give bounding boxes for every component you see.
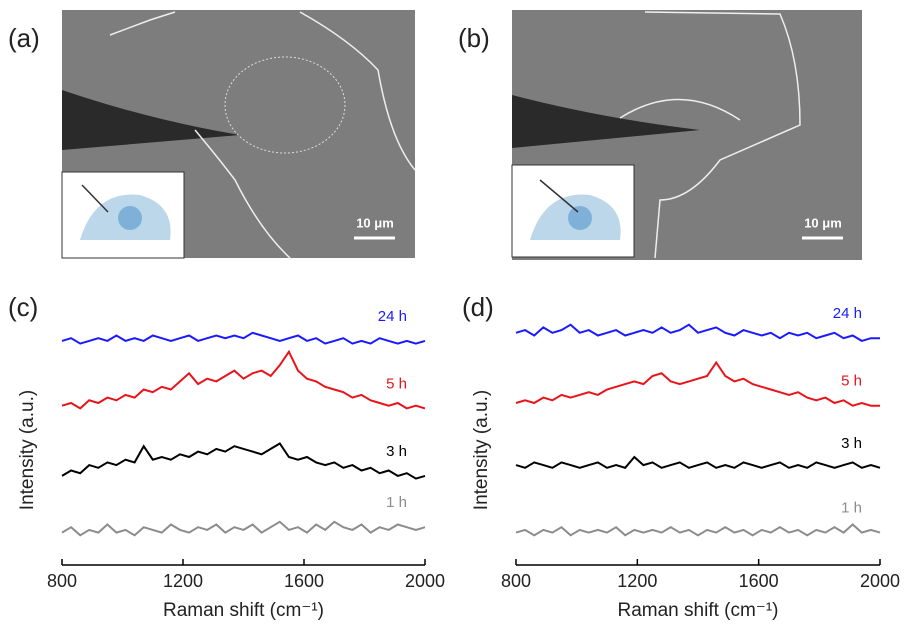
series-label: 1 h	[386, 494, 407, 511]
x-axis-label: Raman shift (cm⁻¹)	[163, 600, 324, 621]
x-tick-label: 2000	[405, 571, 445, 591]
y-axis-label: Intensity (a.u.)	[17, 390, 38, 510]
scale-bar-label: 10 μm	[804, 215, 842, 230]
micrograph-a: 10 μm	[61, 10, 416, 259]
y-axis-label: Intensity (a.u.)	[471, 390, 492, 510]
x-tick-label: 2000	[860, 571, 900, 591]
spectrum-line	[61, 349, 426, 410]
panel-label: (b)	[458, 23, 490, 53]
x-tick-label: 1600	[739, 571, 779, 591]
x-tick-label: 1200	[163, 571, 203, 591]
series-label: 5 h	[841, 373, 862, 390]
x-tick-label: 800	[501, 571, 531, 591]
panel-label: (c)	[8, 292, 38, 322]
series-label: 5 h	[386, 375, 407, 392]
x-tick-label: 1600	[284, 571, 324, 591]
series-label: 3 h	[386, 443, 407, 460]
spectrum-line	[515, 360, 880, 407]
spectrum-line	[61, 331, 426, 345]
charts: (c) 800 1200 1600 2000 Raman shift (cm⁻¹) Inte…	[8, 292, 900, 621]
spectrum-line	[515, 455, 881, 469]
panel-label: (a)	[8, 23, 40, 53]
spectrum-line	[515, 523, 881, 537]
x-tick-label: 1200	[617, 571, 657, 591]
spectrum-line	[61, 520, 426, 537]
series-label: 24 h	[378, 308, 407, 325]
series-label: 3 h	[841, 435, 862, 452]
spectrum-line	[61, 442, 426, 480]
scale-bar-label: 10 μm	[356, 215, 394, 230]
panel-label: (d)	[462, 292, 494, 322]
series-label: 1 h	[841, 500, 862, 517]
spectrum-line	[515, 323, 880, 342]
x-axis-label: Raman shift (cm⁻¹)	[618, 600, 779, 621]
x-tick-label: 800	[47, 571, 77, 591]
series-label: 24 h	[833, 305, 862, 322]
micrograph-b: 10 μm	[511, 10, 862, 260]
